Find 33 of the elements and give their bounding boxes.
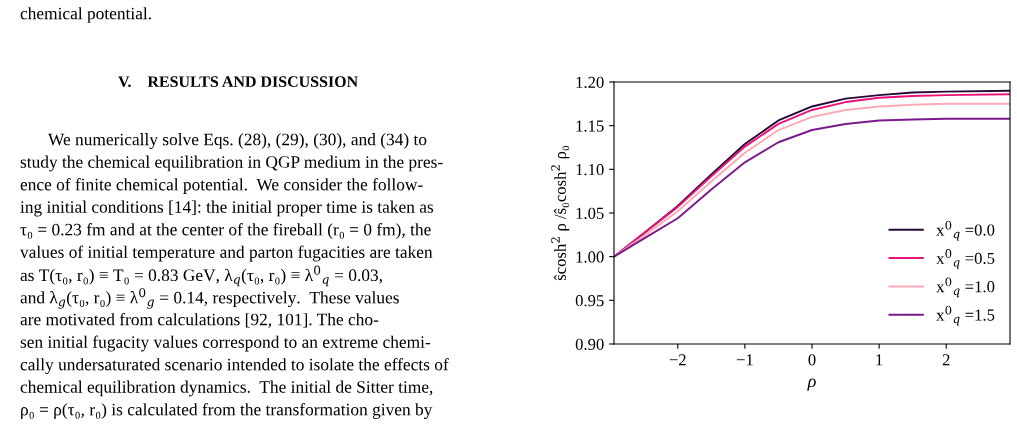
text: study the chemical equilibration in QGP medium in the pres- <box>20 155 443 172</box>
text: cally undersaturated scenario intended to isolate the effects of <box>20 358 449 374</box>
x-tick-label: 0 <box>808 354 816 366</box>
legend-label: x$^{0}$$_{q}$ =0.0 <box>936 220 995 241</box>
y-tick-label: 0.90 <box>575 338 604 351</box>
x-tick-label: 1 <box>876 354 883 366</box>
x-tick-label: −1 <box>736 354 753 366</box>
x-axis-title: ρ <box>807 378 816 391</box>
text: chemical equilibration dynamics. The initial de Sitter time, <box>20 380 433 397</box>
y-tick-label: 1.05 <box>576 207 604 220</box>
legend-label: x$^{0}$$_{q}$ =1.5 <box>936 305 995 326</box>
text: ing initial conditions [14]: the initial proper time is taken as <box>20 200 434 217</box>
text: V. RESULTS AND DISCUSSION <box>118 76 358 88</box>
x-tick-label: −2 <box>669 354 686 366</box>
y-tick-label: 0.95 <box>575 295 604 307</box>
x-tick-label: 2 <box>942 354 950 366</box>
text: ρ₀ = ρ(τ₀, r₀) is calculated from the transformation given by <box>21 403 433 419</box>
text: values of initial temperature and parton fugacities are taken <box>20 245 433 262</box>
legend-label: x$^{0}$$_{q}$ =0.5 <box>936 249 995 269</box>
legend-label: x$^{0}$$_{q}$ =1.0 <box>936 277 995 298</box>
text: chemical potential. <box>20 7 151 23</box>
text: τ₀ = 0.23 fm and at the center of the fireball (r₀ = 0 fm), the <box>20 223 431 239</box>
y-axis-title: ŝcosh$^{2}$ ρ /ŝ₀cosh$^{2}$ ρ₀ <box>551 146 570 281</box>
y-tick-label: 1.10 <box>576 164 604 176</box>
text: and λ$_{g}$(τ₀, r₀) ≡ λ$^{0}$$_{g}$ = 0.14, respectively. These values <box>20 288 399 309</box>
text: sen initial fugacity values correspond to an extreme chemi- <box>20 335 431 352</box>
text: as T(τ₀, r₀) ≡ T₀ = 0.83 GeV, λ$_{q}$(τ₀, r₀) ≡ λ$^{0}$$_{q}$ = 0.03, <box>20 265 382 287</box>
text: ence of finite chemical potential. We consider the follow- <box>20 178 423 194</box>
y-tick-label: 1.00 <box>576 251 604 263</box>
text: We numerically solve Eqs. (28), (29), (30), and (34) to <box>48 133 427 149</box>
text: are motivated from calculations [92, 101]. The cho- <box>20 312 379 328</box>
y-tick-label: 1.15 <box>576 120 604 132</box>
y-tick-label: 1.20 <box>576 76 604 89</box>
